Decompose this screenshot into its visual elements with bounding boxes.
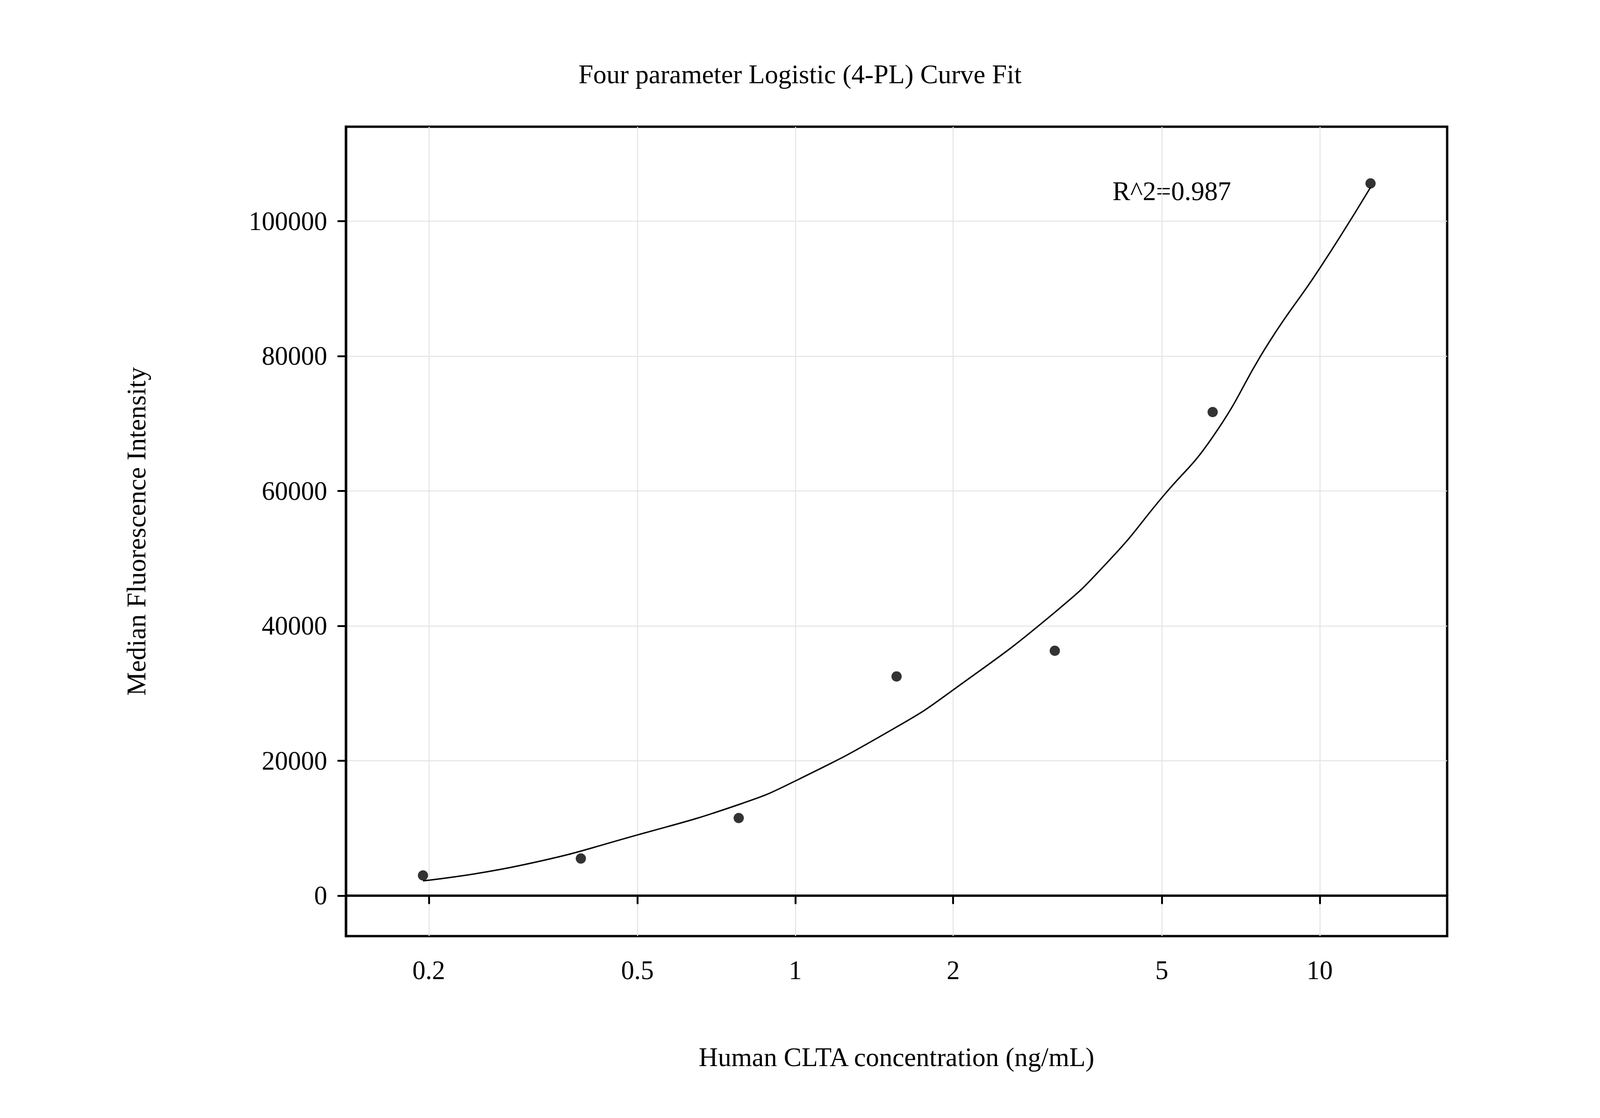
svg-text:5: 5 [1155, 955, 1169, 985]
svg-text:Human CLTA concentration (ng/m: Human CLTA concentration (ng/mL) [698, 1041, 1095, 1072]
svg-text:40000: 40000 [261, 610, 328, 640]
svg-text:1: 1 [788, 955, 802, 985]
svg-text:2: 2 [946, 955, 960, 985]
svg-text:10: 10 [1306, 955, 1333, 985]
svg-text:60000: 60000 [261, 476, 328, 506]
svg-text:80000: 80000 [261, 341, 328, 371]
svg-text:0.5: 0.5 [621, 955, 654, 985]
svg-text:Median Fluorescence Intensity: Median Fluorescence Intensity [121, 366, 151, 696]
svg-text:R^2=0.987: R^2=0.987 [1112, 176, 1232, 206]
svg-text:20000: 20000 [261, 746, 328, 775]
svg-text:0.2: 0.2 [412, 955, 445, 985]
svg-text:Four parameter Logistic (4-PL): Four parameter Logistic (4-PL) Curve Fit [578, 59, 1022, 90]
svg-text:100000: 100000 [248, 206, 328, 236]
svg-text:0: 0 [314, 880, 328, 910]
